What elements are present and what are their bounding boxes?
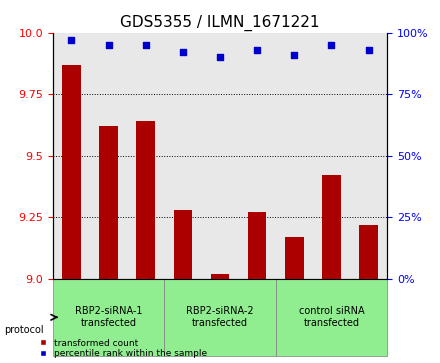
Text: protocol: protocol	[4, 325, 44, 335]
Text: RBP2-siRNA-2
transfected: RBP2-siRNA-2 transfected	[186, 306, 254, 328]
Bar	[238, 33, 276, 279]
Bar	[211, 274, 229, 279]
Bar	[248, 212, 267, 279]
Point	[365, 47, 372, 53]
Point	[68, 37, 75, 43]
Point	[328, 42, 335, 48]
Bar	[164, 33, 202, 279]
Title: GDS5355 / ILMN_1671221: GDS5355 / ILMN_1671221	[120, 15, 320, 31]
Bar	[173, 210, 192, 279]
Point	[105, 42, 112, 48]
Text: control siRNA
transfected: control siRNA transfected	[299, 306, 364, 328]
Point	[216, 54, 224, 60]
FancyBboxPatch shape	[53, 279, 164, 356]
Legend: transformed count, percentile rank within the sample: transformed count, percentile rank withi…	[40, 339, 207, 359]
Bar	[202, 33, 238, 279]
FancyBboxPatch shape	[164, 279, 276, 356]
Bar	[276, 33, 313, 279]
Bar	[285, 237, 304, 279]
Bar	[313, 33, 350, 279]
Bar	[136, 121, 155, 279]
Bar	[99, 126, 118, 279]
Point	[180, 49, 187, 55]
Point	[142, 42, 149, 48]
Bar	[90, 33, 127, 279]
Bar	[359, 225, 378, 279]
Bar	[350, 33, 387, 279]
FancyBboxPatch shape	[276, 279, 387, 356]
Bar	[322, 175, 341, 279]
Point	[291, 52, 298, 58]
Bar	[127, 33, 164, 279]
Bar	[53, 33, 90, 279]
Point	[253, 47, 260, 53]
Bar	[62, 65, 81, 279]
Text: RBP2-siRNA-1
transfected: RBP2-siRNA-1 transfected	[75, 306, 142, 328]
